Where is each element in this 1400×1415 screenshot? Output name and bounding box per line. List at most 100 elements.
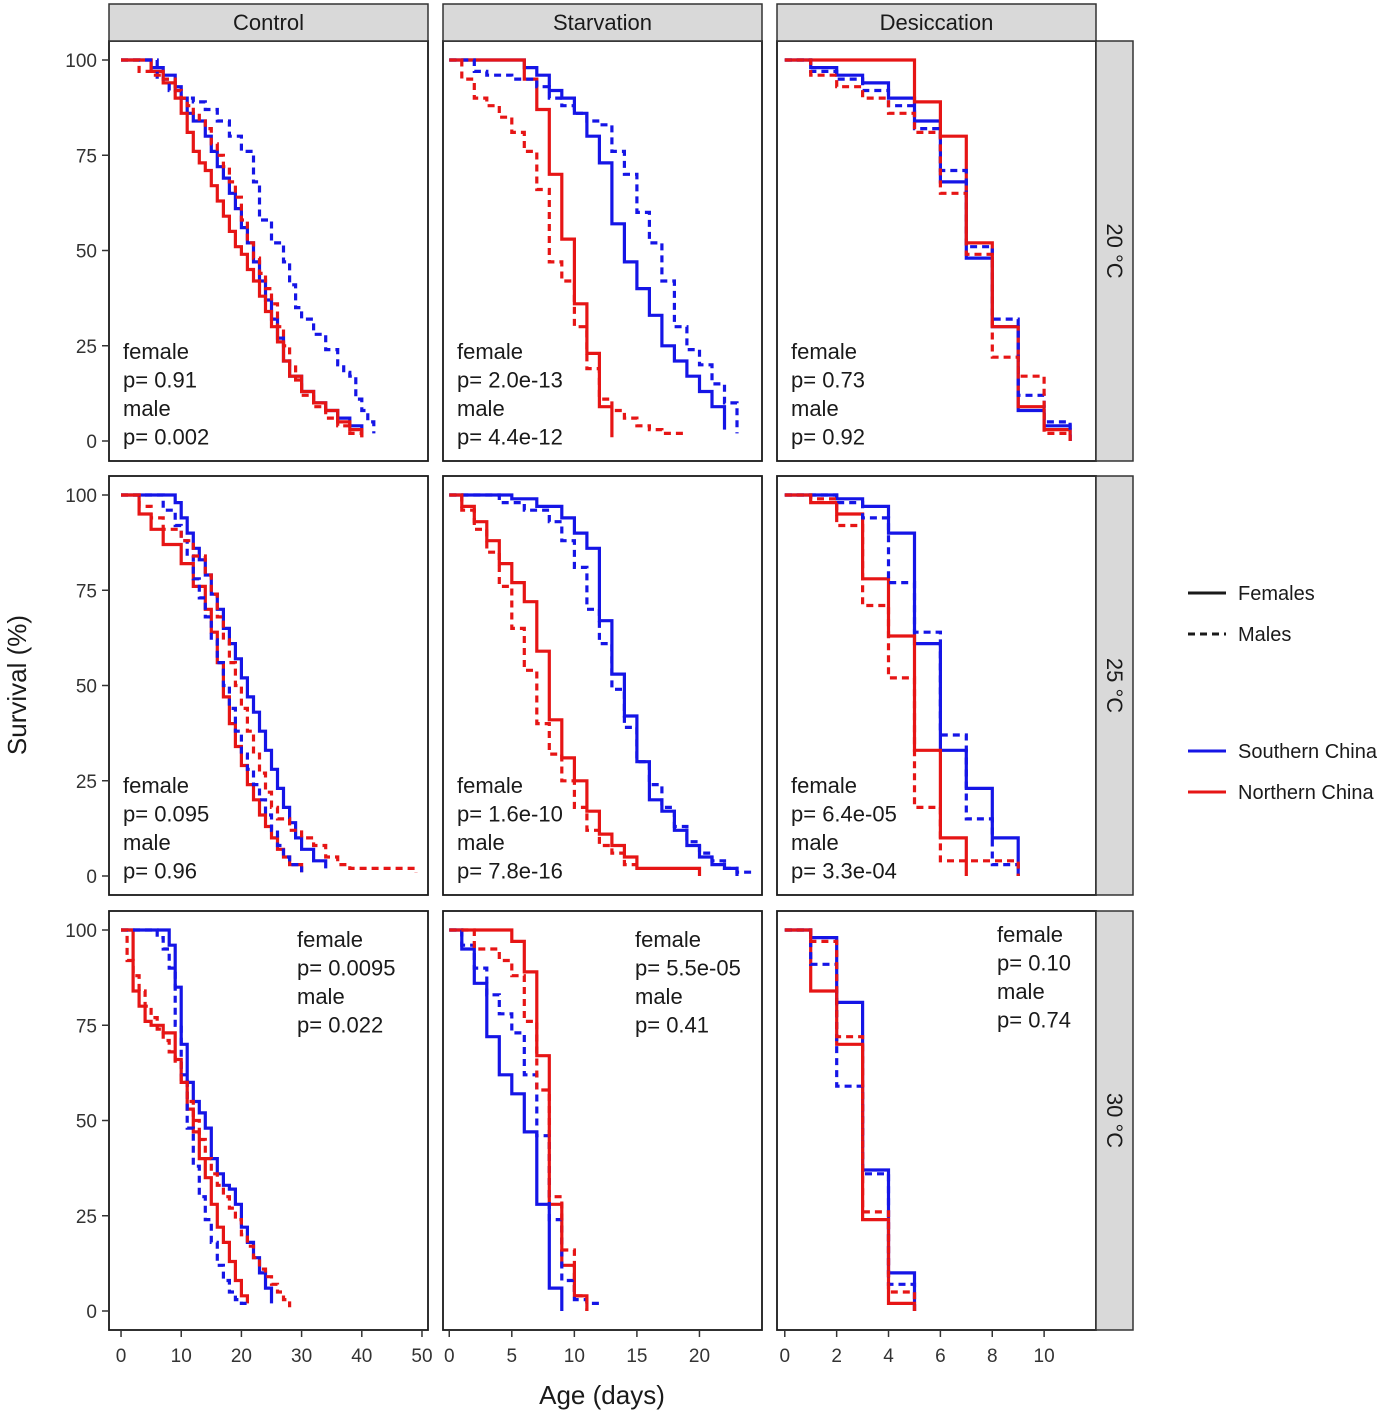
row-strip-bg xyxy=(1095,40,1134,462)
survival-curve-northern-female xyxy=(121,928,249,1304)
p-value-annotation: p= 4.4e-12 xyxy=(457,425,563,450)
p-value-annotation: female xyxy=(297,927,363,952)
panel-starvation-2: female p= 5.5e-05 male p= 0.41 xyxy=(442,910,763,1331)
p-value-annotation: p= 0.74 xyxy=(997,1008,1071,1033)
panel-desiccation-1: female p= 6.4e-05 male p= 3.3e-04 xyxy=(776,475,1097,896)
legend-label: Females xyxy=(1238,583,1315,605)
survival-curve-northern-male xyxy=(121,493,418,873)
x-tick-label: 6 xyxy=(935,1346,946,1367)
y-tick-label: 100 xyxy=(65,921,97,942)
survival-curve-southern-male xyxy=(449,493,752,876)
survival-curve-southern-male xyxy=(449,928,601,1308)
panel-control-1: female p= 0.095 male p= 0.96 xyxy=(108,475,429,896)
x-tick-label: 2 xyxy=(831,1346,842,1367)
x-tick-label: 15 xyxy=(626,1346,647,1367)
survival-curve-northern-female xyxy=(449,58,614,438)
column-strip-label: Control xyxy=(233,10,304,35)
panel-background xyxy=(443,476,762,895)
y-tick-label: 50 xyxy=(76,677,97,698)
survival-curve-northern-female xyxy=(784,58,1072,441)
y-tick-label: 75 xyxy=(76,1016,97,1037)
p-value-annotation: p= 7.8e-16 xyxy=(457,859,563,884)
x-tick-label: 0 xyxy=(779,1346,790,1367)
p-value-annotation: p= 0.022 xyxy=(297,1013,383,1038)
y-tick-label: 0 xyxy=(86,867,97,888)
survival-curve-southern-male xyxy=(121,58,376,434)
p-value-annotation: male xyxy=(123,830,171,855)
panel-starvation-0: female p= 2.0e-13 male p= 4.4e-12 xyxy=(442,40,763,462)
p-value-annotation: male xyxy=(457,396,505,421)
panel-border xyxy=(442,475,763,896)
p-value-annotation: female xyxy=(457,773,523,798)
p-value-annotation: male xyxy=(791,396,839,421)
x-tick-label: 40 xyxy=(351,1346,372,1367)
x-axis-title: Age (days) xyxy=(539,1380,665,1410)
p-value-annotation: p= 0.96 xyxy=(123,859,197,884)
x-tick-label: 10 xyxy=(171,1346,192,1367)
survival-curve-northern-male xyxy=(784,928,917,1311)
p-value-annotation: female xyxy=(123,339,189,364)
survival-curve-northern-male xyxy=(449,928,589,1311)
p-value-annotation: male xyxy=(791,830,839,855)
row-strip-bg xyxy=(1095,475,1134,896)
survival-curve-northern-male xyxy=(784,493,1020,876)
panel-background xyxy=(109,41,428,461)
x-tick-label: 10 xyxy=(1034,1346,1055,1367)
p-value-annotation: p= 1.6e-10 xyxy=(457,802,563,827)
legend-label: Northern China xyxy=(1238,782,1375,804)
p-value-annotation: p= 0.91 xyxy=(123,368,197,393)
panel-background xyxy=(777,476,1096,895)
p-value-annotation: p= 0.73 xyxy=(791,368,865,393)
p-value-annotation: p= 2.0e-13 xyxy=(457,368,563,393)
p-value-annotation: p= 0.002 xyxy=(123,425,209,450)
p-value-annotation: female xyxy=(791,339,857,364)
p-value-annotation: female xyxy=(457,339,523,364)
y-tick-label: 100 xyxy=(65,51,97,72)
y-tick-label: 0 xyxy=(86,1302,97,1323)
p-value-annotation: male xyxy=(123,396,171,421)
p-value-annotation: p= 6.4e-05 xyxy=(791,802,897,827)
row-strip-label: 30 °C xyxy=(1102,1093,1127,1148)
survival-curve-northern-male xyxy=(449,58,687,435)
column-strip-bg xyxy=(108,3,429,42)
survival-curve-southern-female xyxy=(449,493,739,876)
p-value-annotation: p= 0.41 xyxy=(635,1013,709,1038)
p-value-annotation: female xyxy=(791,773,857,798)
row-strip-bg xyxy=(1095,910,1134,1331)
survival-curve-northern-male xyxy=(784,58,1072,441)
legend-layer: Females Males Southern China Northern China xyxy=(1188,583,1378,804)
x-tick-label: 30 xyxy=(291,1346,312,1367)
survival-curve-northern-male xyxy=(449,493,639,869)
x-tick-label: 0 xyxy=(116,1346,127,1367)
panel-background xyxy=(777,911,1096,1330)
x-tick-label: 20 xyxy=(231,1346,252,1367)
x-tick-label: 8 xyxy=(987,1346,998,1367)
survival-curve-northern-male xyxy=(121,58,364,438)
survival-curve-southern-male xyxy=(784,493,1020,876)
row-strip-label: 20 °C xyxy=(1102,223,1127,278)
panel-desiccation-0: female p= 0.73 male p= 0.92 xyxy=(776,40,1097,462)
p-value-annotation: p= 0.095 xyxy=(123,802,209,827)
y-tick-label: 50 xyxy=(76,1112,97,1133)
p-value-annotation: female xyxy=(997,922,1063,947)
panel-control-0: female p= 0.91 male p= 0.002 xyxy=(108,40,429,462)
column-strip-label: Desiccation xyxy=(880,10,994,35)
survival-curve-southern-male xyxy=(784,58,1072,441)
x-tick-label: 5 xyxy=(507,1346,518,1367)
panel-control-2: female p= 0.0095 male p= 0.022 xyxy=(108,910,429,1331)
p-value-annotation: male xyxy=(635,984,683,1009)
panel-background xyxy=(443,911,762,1330)
y-tick-label: 25 xyxy=(76,772,97,793)
panel-border xyxy=(442,910,763,1331)
y-tick-label: 50 xyxy=(76,242,97,263)
p-value-annotation: female xyxy=(123,773,189,798)
survival-curve-northern-male xyxy=(121,928,292,1308)
p-value-annotation: p= 0.10 xyxy=(997,951,1071,976)
p-value-annotation: p= 3.3e-04 xyxy=(791,859,897,884)
x-tick-label: 50 xyxy=(411,1346,432,1367)
panel-background xyxy=(109,911,428,1330)
row-strip-label: 25 °C xyxy=(1102,658,1127,713)
column-strip-label: Starvation xyxy=(553,10,652,35)
